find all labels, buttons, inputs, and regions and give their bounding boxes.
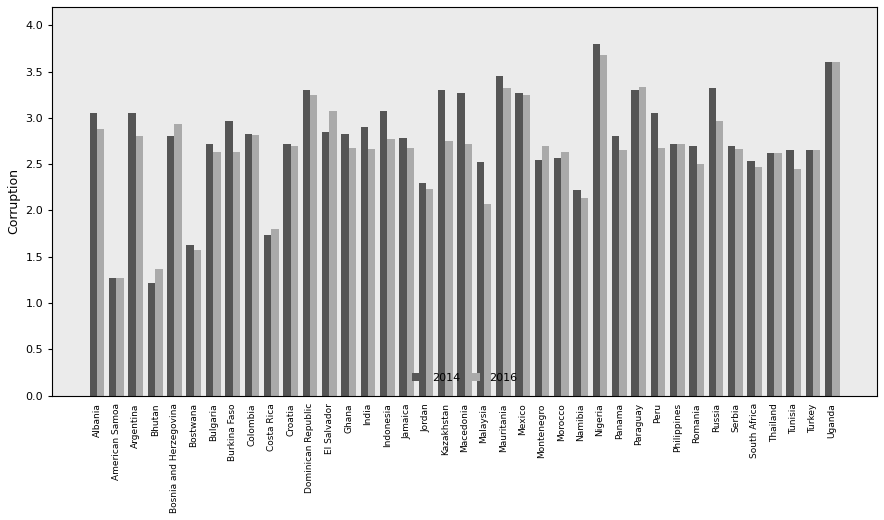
Bar	[446, 141, 453, 396]
Bar	[728, 146, 735, 396]
Bar	[271, 229, 278, 396]
Bar	[748, 161, 755, 396]
Bar	[484, 204, 492, 396]
Bar	[639, 87, 646, 396]
Bar	[136, 136, 143, 396]
Bar	[291, 146, 298, 396]
Bar	[148, 283, 156, 396]
Bar	[329, 111, 337, 396]
Bar	[194, 250, 202, 396]
Bar	[380, 111, 387, 396]
Bar	[600, 55, 607, 396]
Bar	[310, 95, 317, 396]
Bar	[245, 134, 252, 396]
Bar	[554, 158, 561, 396]
Bar	[786, 150, 794, 396]
Bar	[503, 88, 511, 396]
Bar	[522, 95, 530, 396]
Y-axis label: Corruption: Corruption	[7, 168, 20, 234]
Bar	[794, 169, 801, 396]
Bar	[593, 44, 600, 396]
Bar	[341, 134, 348, 396]
Bar	[167, 136, 174, 396]
Bar	[574, 190, 581, 396]
Bar	[476, 162, 484, 396]
Bar	[658, 148, 666, 396]
Bar	[368, 149, 376, 396]
Bar	[535, 160, 542, 396]
Bar	[156, 269, 163, 396]
Bar	[805, 150, 813, 396]
Bar	[581, 199, 588, 396]
Bar	[206, 144, 213, 396]
Bar	[677, 144, 685, 396]
Bar	[361, 127, 368, 396]
Bar	[387, 139, 394, 396]
Bar	[813, 150, 820, 396]
Bar	[283, 144, 291, 396]
Bar	[438, 90, 446, 396]
Bar	[735, 149, 743, 396]
Bar	[832, 62, 840, 396]
Bar	[457, 93, 465, 396]
Legend: 2014, 2016: 2014, 2016	[408, 369, 521, 386]
Bar	[690, 146, 697, 396]
Bar	[263, 236, 271, 396]
Bar	[109, 278, 117, 396]
Bar	[213, 152, 220, 396]
Bar	[620, 150, 627, 396]
Bar	[97, 129, 104, 396]
Bar	[651, 113, 658, 396]
Bar	[419, 183, 426, 396]
Bar	[755, 167, 762, 396]
Bar	[252, 135, 259, 396]
Bar	[322, 132, 329, 396]
Bar	[515, 93, 522, 396]
Bar	[348, 148, 356, 396]
Bar	[542, 146, 549, 396]
Bar	[400, 138, 407, 396]
Bar	[117, 278, 124, 396]
Bar	[774, 153, 781, 396]
Bar	[407, 148, 414, 396]
Bar	[302, 90, 310, 396]
Bar	[426, 189, 433, 396]
Bar	[670, 144, 677, 396]
Bar	[187, 245, 194, 396]
Bar	[766, 153, 774, 396]
Bar	[825, 62, 832, 396]
Bar	[232, 152, 240, 396]
Bar	[465, 144, 472, 396]
Bar	[709, 88, 716, 396]
Bar	[128, 113, 136, 396]
Bar	[697, 164, 705, 396]
Bar	[496, 76, 503, 396]
Bar	[225, 121, 232, 396]
Bar	[90, 113, 97, 396]
Bar	[174, 124, 182, 396]
Bar	[631, 90, 639, 396]
Bar	[612, 136, 620, 396]
Bar	[561, 152, 568, 396]
Bar	[716, 121, 723, 396]
